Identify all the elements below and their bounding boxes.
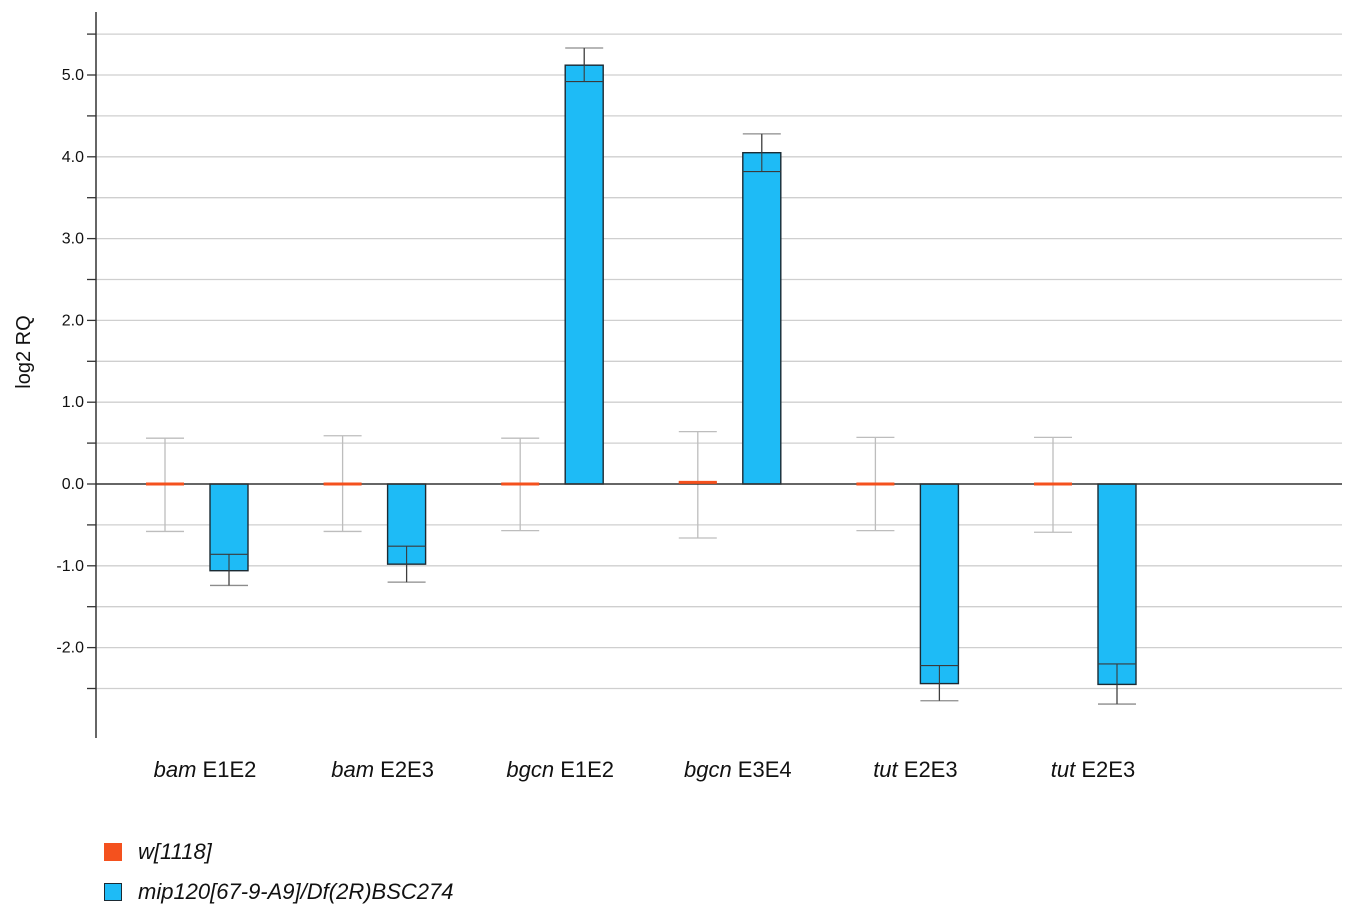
x-tick-labels: bam E1E2 bam E2E3 bgcn E1E2 bgcn E3E4 tut E2… bbox=[154, 757, 1136, 782]
x-tick-label-gene: bam bbox=[331, 757, 380, 782]
x-tick-label-exon: E1E2 bbox=[560, 757, 614, 782]
x-tick-label: bam E2E3 bbox=[331, 757, 434, 782]
x-tick-label-gene: tut bbox=[873, 757, 904, 782]
error-bars bbox=[146, 47, 1136, 705]
bar-mip120 bbox=[564, 64, 604, 485]
legend-label-mip120: mip120[67-9-A9]/Df(2R)BSC274 bbox=[138, 879, 454, 904]
legend-swatch-mip120 bbox=[104, 883, 122, 901]
x-tick-label-exon: E2E3 bbox=[380, 757, 434, 782]
legend-label-w1118: w[1118] bbox=[138, 839, 212, 864]
bar-w1118 bbox=[678, 480, 717, 484]
x-tick-label: tut E2E3 bbox=[1051, 757, 1135, 782]
x-tick-label: bgcn E1E2 bbox=[506, 757, 614, 782]
x-tick-label-gene: tut bbox=[1051, 757, 1082, 782]
x-tick-label-gene: bgcn bbox=[506, 757, 560, 782]
bar-w1118 bbox=[146, 482, 184, 486]
x-tick-label-exon: E2E3 bbox=[1081, 757, 1135, 782]
x-tick-label-gene: bgcn bbox=[684, 757, 738, 782]
x-tick-label: bam E1E2 bbox=[154, 757, 257, 782]
y-tick-label: 1.0 bbox=[62, 394, 84, 411]
legend-item-w1118: w[1118] bbox=[104, 832, 453, 872]
bar-w1118 bbox=[323, 482, 362, 486]
legend-item-mip120: mip120[67-9-A9]/Df(2R)BSC274 bbox=[104, 872, 453, 912]
y-tick-label: -1.0 bbox=[56, 558, 84, 575]
x-tick-label: tut E2E3 bbox=[873, 757, 957, 782]
y-axis-title: log2 RQ bbox=[13, 315, 35, 388]
bar-w1118 bbox=[501, 482, 540, 486]
y-tick-label: 3.0 bbox=[62, 231, 84, 248]
zero-line-layer bbox=[96, 48, 1342, 705]
y-tick-label: 2.0 bbox=[62, 312, 84, 329]
bar-mip120 bbox=[742, 152, 782, 485]
legend: w[1118] mip120[67-9-A9]/Df(2R)BSC274 bbox=[104, 832, 453, 912]
bar-mip120 bbox=[919, 483, 960, 685]
gridlines bbox=[96, 33, 1342, 690]
y-axis bbox=[87, 12, 97, 738]
legend-swatch-w1118 bbox=[104, 843, 122, 861]
x-tick-label-gene: bam bbox=[154, 757, 203, 782]
y-tick-label: 0.0 bbox=[62, 476, 84, 493]
x-tick-label-exon: E3E4 bbox=[738, 757, 792, 782]
bar-mip120 bbox=[1097, 483, 1137, 686]
y-tick-label: -2.0 bbox=[56, 640, 84, 657]
y-tick-label: 5.0 bbox=[62, 67, 84, 84]
x-tick-label: bgcn E3E4 bbox=[684, 757, 792, 782]
x-tick-label-exon: E1E2 bbox=[203, 757, 257, 782]
y-tick-label: 4.0 bbox=[62, 149, 84, 166]
bars bbox=[146, 64, 1137, 686]
y-tick-labels: 5.0 4.0 3.0 2.0 1.0 0.0 -1.0 -2.0 bbox=[56, 67, 84, 657]
bar-w1118 bbox=[1034, 482, 1072, 486]
x-tick-label-exon: E2E3 bbox=[904, 757, 958, 782]
bar-w1118 bbox=[856, 482, 895, 486]
